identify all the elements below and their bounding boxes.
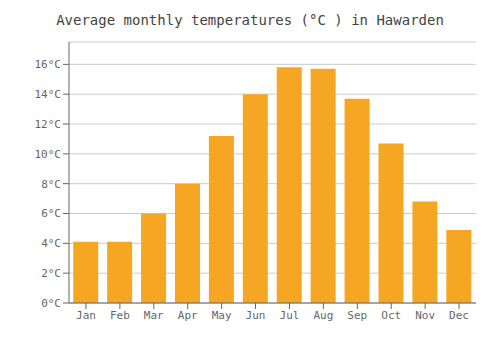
svg-text:0°C: 0°C (41, 297, 61, 310)
svg-text:Jun: Jun (246, 309, 266, 322)
html-text:Average monthly temperatures (: Average monthly temperatures (°C ) in Ha… (56, 12, 444, 28)
svg-text:Mar: Mar (144, 309, 164, 322)
svg-text:Sep: Sep (347, 309, 367, 322)
svg-text:14°C: 14°C (35, 88, 62, 101)
svg-text:May: May (212, 309, 232, 322)
svg-text:16°C: 16°C (35, 58, 62, 71)
svg-text:Dec: Dec (449, 309, 469, 322)
svg-text:Nov: Nov (415, 309, 435, 322)
svg-text:Feb: Feb (110, 309, 130, 322)
svg-text:Oct: Oct (381, 309, 401, 322)
svg-text:6°C: 6°C (41, 207, 61, 220)
svg-text:Jul: Jul (280, 309, 300, 322)
svg-text:Apr: Apr (178, 309, 198, 322)
svg-text:Aug: Aug (313, 309, 333, 322)
svg-text:12°C: 12°C (35, 118, 62, 131)
svg-text:10°C: 10°C (35, 148, 62, 161)
svg-text:8°C: 8°C (41, 178, 61, 191)
svg-text:2°C: 2°C (41, 267, 61, 280)
svg-text:4°C: 4°C (41, 237, 61, 250)
svg-text:Jan: Jan (76, 309, 96, 322)
